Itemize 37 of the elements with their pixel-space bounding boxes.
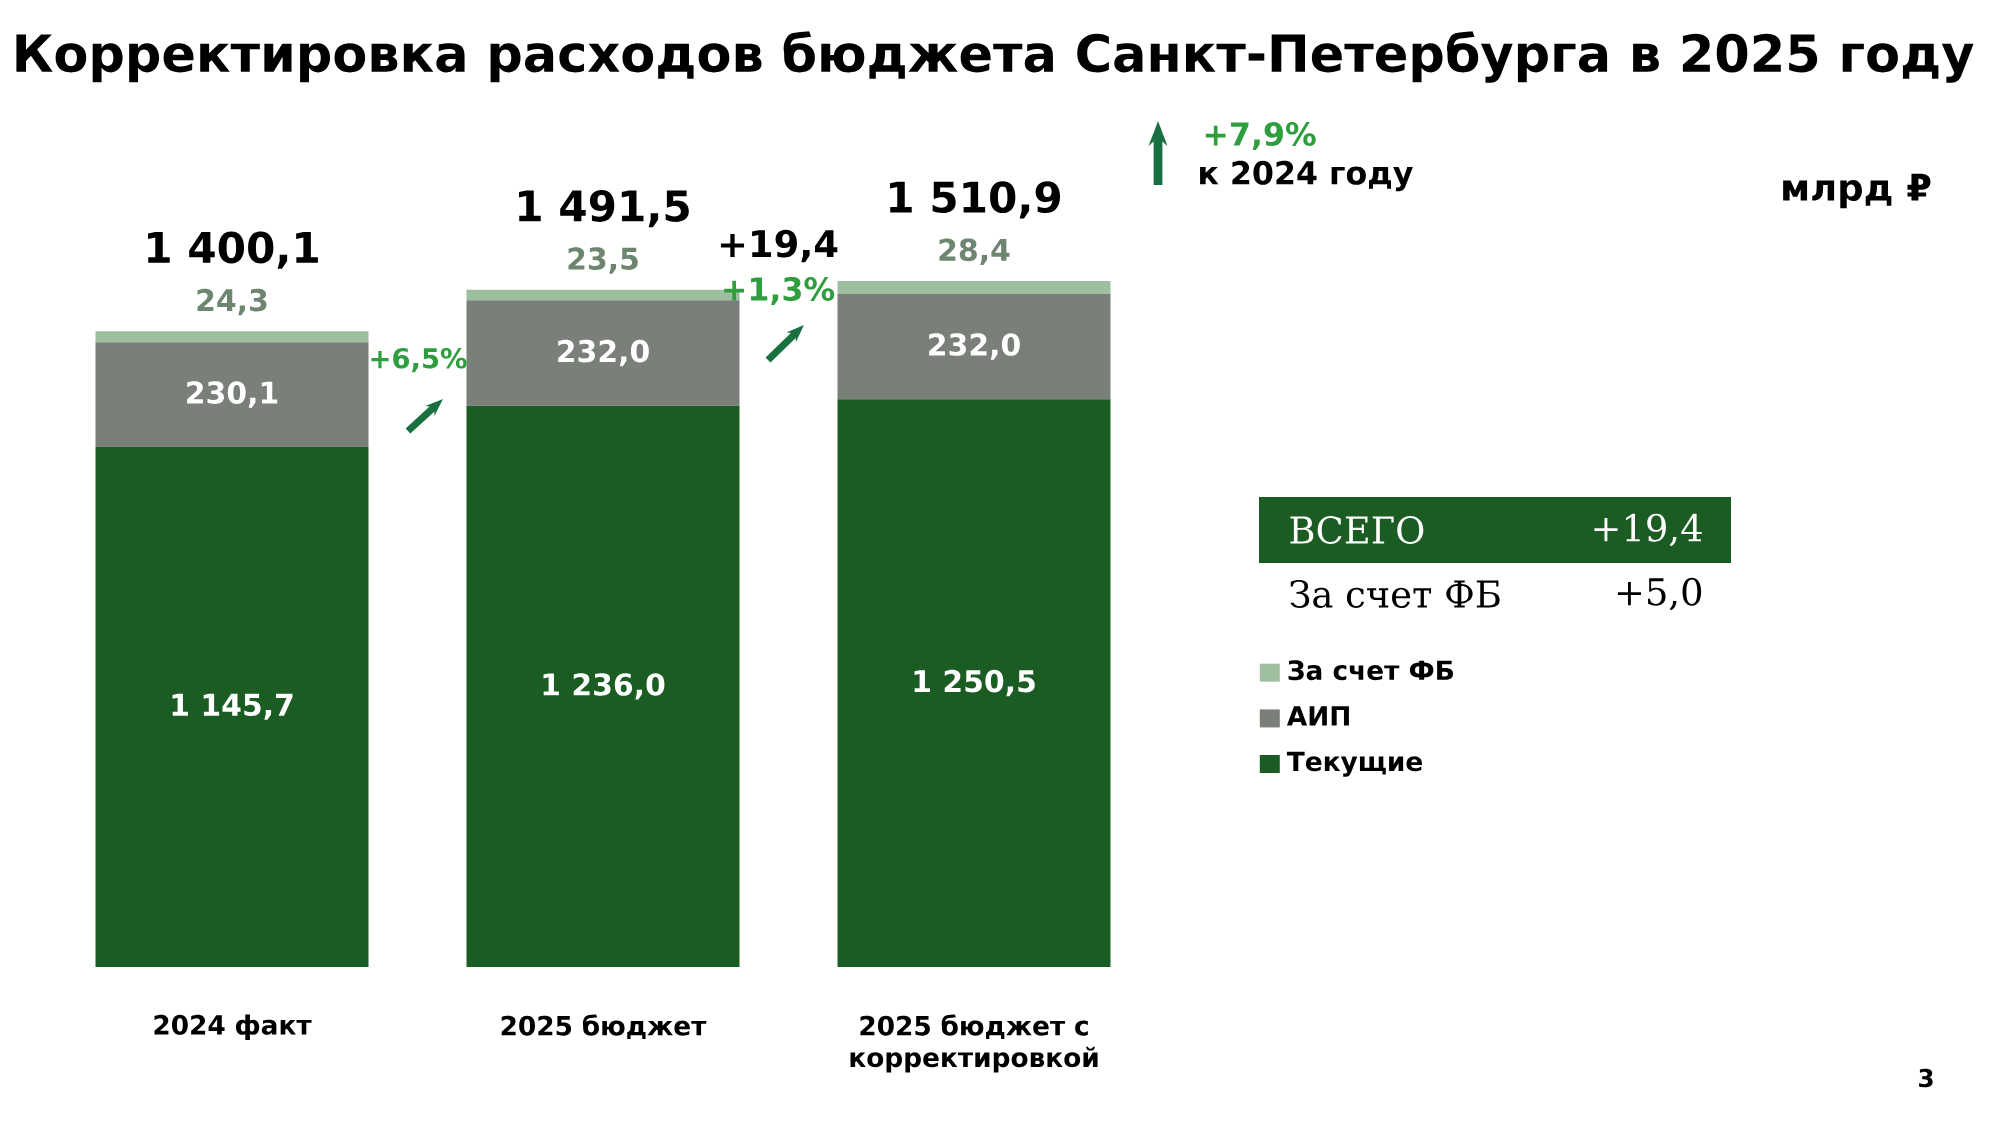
- data-label: 232,0: [929, 333, 1020, 360]
- x-tick-label: 2024 факт: [154, 1014, 312, 1040]
- text: ВСЕГО: [1290, 516, 1424, 544]
- bar: [837, 293, 1111, 400]
- total-label: 1 400,1: [148, 231, 318, 269]
- data-label: 232,0: [558, 339, 649, 367]
- text: +19,4: [720, 229, 838, 263]
- data-label: 23,5: [568, 247, 638, 274]
- data-label: 28,4: [939, 238, 1010, 265]
- legend-label: За счет ФБ: [1288, 660, 1453, 681]
- data-label: 230,1: [187, 381, 278, 408]
- text: 3: [1919, 1068, 1933, 1088]
- legend-label: АИП: [1286, 706, 1349, 726]
- bar: [837, 280, 1111, 294]
- annotation: +6,5%: [371, 347, 467, 373]
- bar: [95, 331, 369, 343]
- data-label: 1 236,0: [543, 673, 665, 700]
- x-tick-label: 2025 бюджет: [501, 1014, 707, 1039]
- text: +5,0: [1617, 577, 1702, 611]
- x-tick-label: 2025 бюджет с корректировкой: [850, 1014, 1098, 1073]
- text: За счет ФБ: [1290, 580, 1500, 608]
- data-label: 1 250,5: [914, 669, 1035, 697]
- bar: [466, 405, 740, 967]
- data-label: 24,3: [197, 288, 267, 316]
- bar: [95, 446, 369, 967]
- total-label: 1 510,9: [890, 181, 1061, 219]
- chart-title: Корректировка расходов бюджета Санкт-Петербурга в 2025 году: [16, 31, 1974, 83]
- total-label: 1 491,5: [519, 190, 689, 228]
- text: +19,4: [1594, 513, 1702, 547]
- annotation: +1,3%: [724, 277, 835, 306]
- text: +7,9%: [1205, 122, 1316, 150]
- bar: [837, 399, 1111, 967]
- text: к 2024 году: [1200, 160, 1413, 192]
- text: млрд ₽: [1783, 173, 1931, 209]
- legend-label: Текущие: [1286, 751, 1422, 777]
- bar: [95, 342, 369, 447]
- data-label: 1 145,7: [172, 693, 293, 720]
